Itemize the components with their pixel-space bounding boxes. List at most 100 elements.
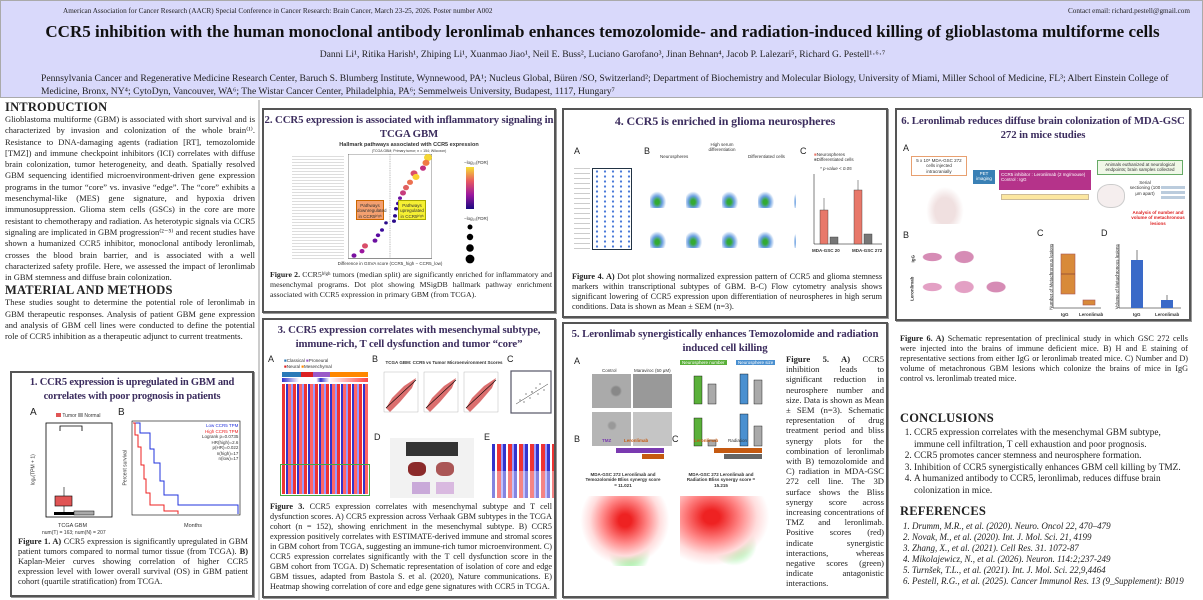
dotplot-title: Hallmark pathways associated with CCR5 e… bbox=[339, 142, 479, 148]
km-stat: HR(high)=2.6 bbox=[211, 439, 239, 445]
conclusion-item: A humanized antibody to CCR5, leronlimab… bbox=[914, 474, 1190, 497]
downregulated-box: Pathways downregulated in CCR5ʰⁱᵍʰ bbox=[356, 200, 387, 220]
pvalue-note: * p-value < 0.05 bbox=[820, 166, 852, 171]
size-legend bbox=[465, 224, 475, 264]
figure-3-title: 3. CCR5 expression correlates with mesen… bbox=[277, 324, 541, 350]
d-ylabel: Volume of Metachronous lesions bbox=[1114, 244, 1120, 310]
figure-4-caption: Figure 4. A) Dot plot showing normalized… bbox=[572, 272, 883, 311]
serum-label: High serum differentiation bbox=[708, 142, 736, 153]
neurosphere-images-gsc272 bbox=[592, 412, 672, 446]
affiliations: Pennsylvania Cancer and Regenerative Med… bbox=[41, 73, 1169, 97]
panel-label-a: A bbox=[574, 146, 581, 156]
boxplot-counts: num(T) = 163; num(N) = 207 bbox=[42, 530, 106, 536]
km-xlabel: Months bbox=[184, 523, 203, 529]
km-legend-low: Low CCR5 TPM bbox=[205, 423, 239, 428]
figure-5-title: 5. Leronlimab synergistically enhances T… bbox=[571, 328, 879, 354]
panel-label-c: C bbox=[1037, 228, 1044, 238]
core-edge-heatmap bbox=[492, 444, 554, 498]
panel-label-d: D bbox=[1101, 228, 1108, 238]
panel-label-b: B bbox=[372, 354, 379, 364]
methods-heading: MATERIAL AND METHODS bbox=[5, 283, 173, 298]
radiation-bar bbox=[724, 454, 762, 459]
control-label: Control bbox=[602, 368, 617, 373]
km-stat: n(high)=17 bbox=[216, 450, 239, 456]
legend-neural: Neural bbox=[286, 363, 300, 369]
figure-1-title: 1. CCR5 expression is upregulated in GBM… bbox=[29, 377, 235, 402]
conclusions-heading: CONCLUSIONS bbox=[900, 411, 994, 425]
legend-mesenchymal: Mesenchymal bbox=[303, 363, 332, 369]
figure-4-title: 4. CCR5 is enriched in glioma neurospher… bbox=[614, 114, 836, 128]
reference-item: Turnšek, T.L., et al. (2021). Int. J. Mo… bbox=[912, 565, 1190, 576]
tmz-label: TMZ bbox=[602, 438, 612, 443]
core-edge-schematic bbox=[390, 438, 474, 498]
xtick-igg-c: IgG bbox=[1061, 312, 1069, 317]
references-heading: REFERENCES bbox=[900, 504, 987, 518]
bliss-surface-radiation bbox=[680, 496, 770, 566]
legend-differentiated: Differentiated cells bbox=[816, 157, 854, 163]
contact-email: Contact email: richard.pestell@gmail.com bbox=[1068, 7, 1190, 15]
figure-5-caption: Figure 5. A) CCR5 inhibition leads to si… bbox=[786, 354, 884, 589]
intro-heading: INTRODUCTION bbox=[5, 100, 108, 114]
conclusion-item: Inhibition of CCR5 synergistically enhan… bbox=[914, 463, 1190, 475]
row-label-leronlimab: Leronlimab bbox=[909, 276, 915, 301]
legend-classical: Classical bbox=[286, 358, 305, 363]
legend-tumor: Tumor bbox=[62, 413, 77, 419]
authors: Danni Li¹, Ritika Harish¹, Zhiping Li¹, … bbox=[319, 49, 886, 60]
neurosphere-images-gsc20 bbox=[592, 374, 672, 408]
sectioning-label: Serial sectioning (100 μm apart) bbox=[1129, 180, 1161, 196]
figure-1-caption: Figure 1. A) CCR5 expression is signific… bbox=[18, 537, 248, 586]
treatment-cycles bbox=[1001, 194, 1089, 200]
color-legend bbox=[466, 167, 474, 209]
subtype-bar bbox=[282, 372, 368, 377]
dysfunction-scatter bbox=[510, 370, 552, 414]
gene-labels bbox=[574, 168, 590, 250]
ccr5-bar-chart bbox=[813, 174, 882, 245]
panel-label-b: B bbox=[118, 407, 125, 418]
figure-6-panel: 6. Leronlimab reduces diffuse brain colo… bbox=[895, 108, 1191, 321]
xtick-gsc272: MDA-GSC 272 bbox=[852, 248, 883, 253]
panel-label-c: C bbox=[507, 354, 514, 364]
leronlimab-label-c: Leronlimab bbox=[694, 438, 719, 443]
column-divider bbox=[258, 100, 260, 600]
reference-item: Drumm, M.R., et al. (2020). Neuro. Oncol… bbox=[912, 521, 1190, 532]
conference-line: American Association for Cancer Research… bbox=[63, 7, 493, 15]
panel-label-a: A bbox=[268, 354, 275, 364]
reference-item: Mikolajewicz, N., et al. (2026). Neuron.… bbox=[912, 554, 1190, 565]
boxplot-xlabel: TCGA GBM bbox=[58, 523, 88, 529]
dotplot-xlabel: Difference in GSVA score (CCR5_high − CC… bbox=[337, 261, 443, 266]
km-stat: n(low)=17 bbox=[218, 456, 239, 461]
figure-3-panel: 3. CCR5 expression correlates with mesen… bbox=[262, 318, 556, 598]
xtick-leronlimab-d: Leronlimab bbox=[1155, 312, 1180, 317]
maraviroc-label: Maraviroc (50 μM) bbox=[634, 368, 671, 373]
panel-label-d: D bbox=[374, 432, 381, 442]
leronlimab-bar-c bbox=[714, 448, 762, 453]
km-ylabel: Percent survival bbox=[122, 449, 129, 486]
figure-2-caption: Figure 2. CCR5ʰⁱᵍʰ tumors (median split)… bbox=[270, 270, 552, 299]
panel-label-b: B bbox=[903, 230, 910, 240]
panel-label-b: B bbox=[574, 434, 581, 444]
number-header: Neurosphere number bbox=[680, 360, 727, 366]
dotplot-subtitle: (TCGA GBM; Primary tumor; n = 154; Wilco… bbox=[371, 149, 447, 153]
c-ylabel: Number of Metachronous lesions bbox=[1048, 243, 1054, 310]
injection-box: 5 x 10⁵ MDA-GSC 272 cells injected intra… bbox=[911, 156, 967, 177]
he-staining-images bbox=[917, 242, 1035, 302]
figure-2-title: 2. CCR5 expression is associated with in… bbox=[264, 114, 554, 140]
bliss-plot-radiation-title: MDA-GSC 272 Leronlimab and Radiation Bli… bbox=[686, 472, 756, 488]
figure-6-caption: Figure 6. A) Schematic representation of… bbox=[900, 334, 1188, 383]
euthanasia-box: Animals euthanized at neurological endpo… bbox=[1097, 160, 1183, 175]
panel-label-c: C bbox=[800, 146, 807, 156]
reference-item: Novak, M., et al. (2020). Int. J. Mol. S… bbox=[912, 532, 1190, 543]
conclusion-item: CCR5 promotes cancer stemness and neuros… bbox=[914, 451, 1190, 463]
radiation-label: Radiation bbox=[728, 438, 748, 443]
stemness-dotplot bbox=[592, 168, 632, 250]
km-stat: Logrank p=0.0735 bbox=[202, 434, 239, 439]
tmz-bar bbox=[616, 448, 664, 453]
figure-1-panel: 1. CCR5 expression is upregulated in GBM… bbox=[10, 371, 254, 597]
panel-label-a: A bbox=[30, 407, 37, 418]
brain-illustration bbox=[1097, 184, 1125, 208]
size-legend-title: −log₁₀(FDR) bbox=[464, 216, 489, 221]
methods-text: These studies sought to determine the po… bbox=[5, 297, 255, 342]
boxplot bbox=[45, 422, 113, 518]
differentiated-label: Differentiated cells bbox=[748, 154, 785, 159]
scatter-title: TCGA GBM: CCR5 vs Tumor Microenvironment… bbox=[385, 360, 503, 365]
